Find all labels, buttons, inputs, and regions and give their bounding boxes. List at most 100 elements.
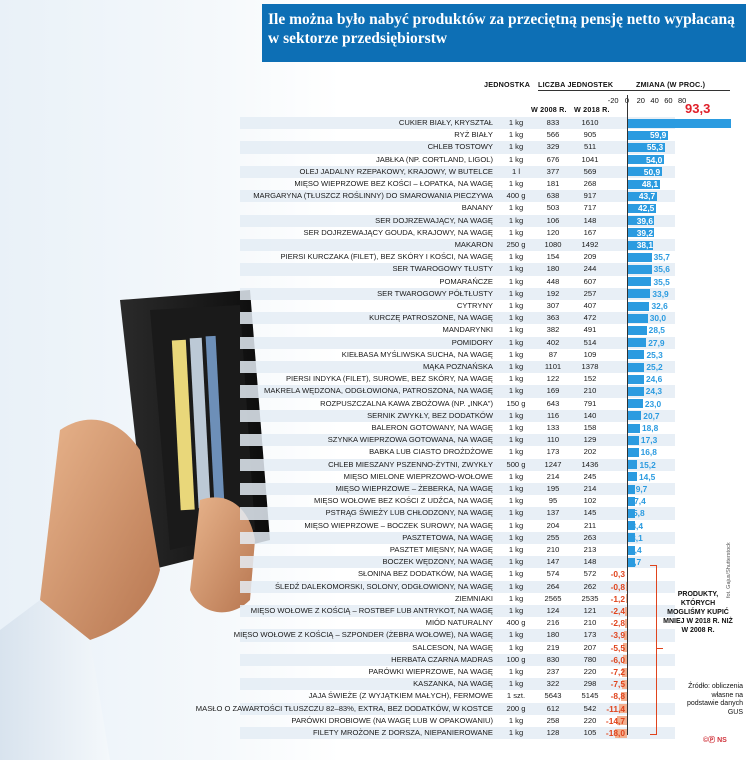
table-row: salceson, na wagę 1 kg 219 207 -5,5 [0, 642, 747, 654]
product-name: ser twarogowy tłusty [392, 264, 493, 274]
table-row: chleb mieszany pszenno-żytni, zwykły 500 … [0, 458, 747, 471]
row-stripe [240, 556, 675, 569]
table-row: kaszanka, na wagę 1 kg 322 298 -7,5 [0, 678, 747, 691]
table-row: filety mrożone z dorsza, niepanierowane 1… [0, 727, 747, 740]
change-value: -8,8 [610, 691, 625, 702]
table-row: sernik zwykły, bez dodatków 1 kg 116 140 20,… [0, 409, 747, 422]
value-2018: 140 [583, 410, 597, 420]
x-tick-label: 40 [650, 96, 659, 105]
change-bar [627, 350, 645, 360]
table-row: mięso wołowe bez kości z udźca, na wagę 1… [0, 495, 747, 507]
change-value: 0,7 [629, 557, 642, 568]
change-bar [627, 508, 635, 518]
change-bar [627, 423, 640, 433]
value-2008: 566 [546, 130, 560, 140]
table-row: olej jadalny rzepakowy, krajowy, w butel… [0, 165, 747, 178]
change-bar [627, 179, 661, 189]
product-name: sernik zwykły, bez dodatków [367, 410, 493, 420]
table-row: mięso wieprzowe – żeberka, na wagę 1 kg 19… [0, 483, 747, 496]
product-name: masło o zawartości tłuszczu 82–83%, Extr… [195, 703, 493, 713]
change-value: -2,8 [610, 618, 625, 629]
product-unit: 400 g [506, 618, 526, 628]
change-value: 24,6 [645, 374, 663, 385]
negative-bracket-tick [656, 648, 663, 649]
row-stripe [240, 312, 675, 325]
value-2008: 255 [546, 532, 560, 542]
product-name: ryż biały [454, 130, 493, 140]
table-row: jabłka (np. Cortland, Ligol) 1 kg 676 1041 5… [0, 154, 747, 166]
table-row: ser dojrzewający, na wagę 1 kg 106 148 39,6 [0, 214, 747, 227]
photo-credit: fot. Gajus/Shutterstock [726, 542, 732, 598]
value-2018: 152 [583, 374, 597, 384]
table-row: baleron gotowany, na wagę 1 kg 133 158 18,8 [0, 422, 747, 434]
change-bar [627, 411, 642, 421]
table-row: pomarańcze 1 kg 448 607 35,5 [0, 276, 747, 288]
table-row: herbata czarna Madras 100 g 830 780 -6,0 [0, 653, 747, 666]
value-2008: 503 [546, 203, 560, 213]
value-2008: 106 [546, 215, 560, 225]
product-name: piersi kurczaka (filet), bez skóry i koś… [280, 252, 493, 262]
product-name: babka lub ciasto drożdżowe [369, 447, 493, 457]
table-row: rozpuszczalna kawa zbożowa (np. „Inka”) 1… [0, 398, 747, 410]
value-2008: 173 [546, 447, 560, 457]
x-tick-label: 60 [664, 96, 673, 105]
change-value: -14,7 [605, 715, 625, 726]
row-stripe [240, 629, 675, 642]
product-name: chleb mieszany pszenno-żytni, zwykły [328, 459, 493, 469]
product-name: mięso wieprzowe bez kości – łopatka, na … [294, 179, 493, 188]
table-row: piersi kurczaka (filet), bez skóry i koś… [0, 251, 747, 263]
row-stripe [240, 727, 675, 740]
product-name: pasztet mięsny, na wagę [389, 545, 493, 554]
value-2008: 363 [546, 313, 560, 323]
product-name: cytryny [456, 301, 493, 310]
product-unit: 1 kg [508, 118, 524, 127]
value-2008: 2565 [544, 593, 562, 603]
change-bar [627, 118, 731, 128]
table-row: mięso mielone wieprzowo-wołowe 1 kg 214 245… [0, 471, 747, 483]
header-unit: JEDNOSTKA [484, 80, 531, 89]
change-bar [627, 545, 635, 555]
value-2018: 211 [583, 520, 597, 530]
value-2018: 268 [583, 179, 597, 188]
value-2008: 116 [546, 410, 560, 420]
value-2008: 95 [548, 496, 558, 506]
product-name: boczek wędzony, na wagę [382, 557, 493, 567]
change-value: 1,4 [629, 545, 642, 555]
value-2008: 258 [546, 715, 560, 725]
value-2018: 542 [583, 703, 597, 713]
change-bar [614, 728, 627, 738]
product-unit: 1 kg [508, 606, 524, 615]
product-unit: 1 kg [508, 337, 524, 347]
table-row: boczek wędzony, na wagę 1 kg 147 148 0,7 [0, 556, 747, 569]
change-value: -2,4 [610, 606, 625, 616]
value-2008: 124 [546, 606, 560, 615]
value-2018: 145 [583, 508, 597, 518]
value-2018: 472 [583, 313, 597, 323]
change-bar [616, 716, 627, 726]
change-bar [620, 691, 627, 701]
negative-bracket [650, 565, 657, 735]
value-2008: 329 [546, 142, 560, 152]
value-2018: 220 [583, 667, 597, 676]
row-stripe [240, 239, 675, 252]
value-2008: 322 [546, 679, 560, 689]
product-unit: 500 g [506, 459, 526, 469]
change-bar [627, 301, 650, 311]
product-unit: 1 kg [508, 642, 524, 652]
product-unit: 1 kg [508, 728, 524, 737]
product-unit: 1 kg [508, 227, 524, 237]
change-bar [627, 386, 644, 396]
product-unit: 1 kg [508, 423, 524, 432]
product-unit: 1 kg [508, 715, 524, 725]
change-value: 43,7 [638, 191, 656, 202]
product-name: baleron gotowany, na wagę [371, 423, 493, 432]
change-value: 7,4 [634, 496, 646, 507]
product-name: ser twarogowy półtłusty [377, 288, 493, 298]
change-bar [623, 643, 627, 653]
change-bar [625, 618, 627, 628]
change-bar [627, 533, 635, 543]
product-unit: 1 kg [508, 630, 524, 640]
change-value: 55,3 [646, 142, 664, 153]
value-2008: 402 [546, 337, 560, 347]
product-unit: 1 kg [508, 496, 524, 506]
